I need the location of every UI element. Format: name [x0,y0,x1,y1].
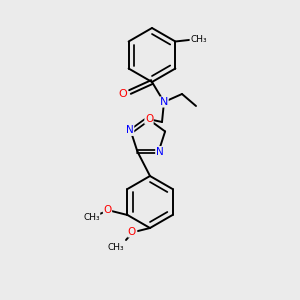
Text: O: O [145,114,153,124]
Text: O: O [118,89,127,99]
Text: CH₃: CH₃ [108,242,124,251]
Text: O: O [103,205,112,215]
Text: N: N [126,125,134,135]
Text: CH₃: CH₃ [83,212,100,221]
Text: N: N [156,147,164,157]
Text: N: N [160,97,168,107]
Text: O: O [128,227,136,237]
Text: CH₃: CH₃ [190,35,207,44]
